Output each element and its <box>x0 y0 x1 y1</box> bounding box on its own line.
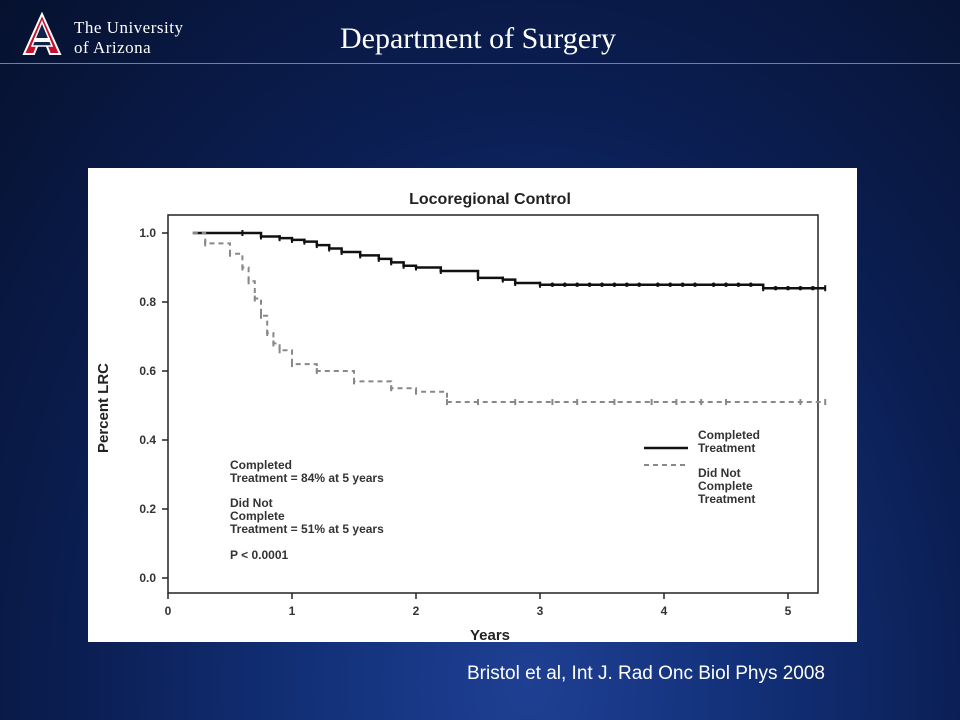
chart-title: Locoregional Control <box>409 191 571 208</box>
censor-dot-completed <box>550 282 555 287</box>
censor-dot-completed <box>575 282 580 287</box>
header-divider <box>0 63 960 64</box>
x-tick-label: 0 <box>165 604 172 618</box>
annotation-not-completed-value: Treatment = 51% at 5 years <box>230 522 384 536</box>
censor-dot-completed <box>562 282 567 287</box>
censor-dot-completed <box>798 286 803 291</box>
censor-dot-completed <box>748 282 753 287</box>
x-tick-label: 3 <box>537 604 544 618</box>
x-tick-label: 2 <box>413 604 420 618</box>
y-tick-label: 0.8 <box>139 295 156 309</box>
legend-not-completed-line1: Did Not <box>698 466 741 480</box>
censor-dot-completed <box>624 282 629 287</box>
x-tick-label: 1 <box>289 604 296 618</box>
x-tick-label: 5 <box>785 604 792 618</box>
censor-dot-completed <box>810 286 815 291</box>
y-tick-label: 0.2 <box>139 502 156 516</box>
block-a-icon <box>22 12 62 55</box>
censor-dot-completed <box>637 282 642 287</box>
annotation-did-not: Did Not <box>230 496 273 510</box>
chart-panel: Locoregional Control Percent LRC Years 0… <box>88 168 857 644</box>
plot-frame <box>167 214 819 594</box>
censor-dot-completed <box>773 286 778 291</box>
censor-dot-completed <box>711 282 716 287</box>
y-tick-label: 1.0 <box>139 226 156 240</box>
legend-not-completed-line2: Complete <box>698 479 753 493</box>
x-axis-label: Years <box>470 627 510 642</box>
censor-dot-completed <box>723 282 729 287</box>
page-title: Department of Surgery <box>340 22 617 55</box>
annotation-p-value: P < 0.0001 <box>230 548 288 562</box>
y-tick-label: 0.0 <box>139 571 156 585</box>
header: The University of Arizona Department of … <box>0 0 960 64</box>
censor-dot-completed <box>587 282 592 287</box>
series-line-not-completed <box>192 232 826 404</box>
censor-dot-completed <box>692 282 698 287</box>
censor-dot-completed <box>680 282 685 287</box>
chart-legend: Completed Treatment Did Not Complete Tre… <box>644 428 760 506</box>
censor-dot-completed <box>785 286 791 291</box>
censor-dot-completed <box>599 282 605 287</box>
censor-dot-completed <box>655 282 660 287</box>
legend-completed-line2: Treatment <box>698 441 755 455</box>
annotation-completed: Completed <box>230 458 292 472</box>
y-tick-label: 0.4 <box>139 433 156 447</box>
legend-completed-line1: Completed <box>698 428 760 442</box>
annotation-complete: Complete <box>230 509 285 523</box>
censor-dot-completed <box>736 282 741 287</box>
stats-annotation: Completed Treatment = 84% at 5 years Did… <box>230 458 384 562</box>
censor-dot-completed <box>668 282 673 287</box>
y-tick-label: 0.6 <box>139 364 156 378</box>
lrc-chart: Locoregional Control Percent LRC Years 0… <box>95 191 827 644</box>
x-tick-label: 4 <box>661 604 668 618</box>
logo-line-2: of Arizona <box>74 38 152 57</box>
series-line-completed <box>192 231 826 290</box>
citation: Bristol et al, Int J. Rad Onc Biol Phys … <box>467 663 826 684</box>
annotation-completed-value: Treatment = 84% at 5 years <box>230 471 384 485</box>
censor-dot-completed <box>612 282 617 287</box>
university-logo[interactable]: The University of Arizona <box>22 12 212 60</box>
logo-line-1: The University <box>74 18 184 37</box>
y-axis-label: Percent LRC <box>95 363 112 453</box>
legend-not-completed-line3: Treatment <box>698 492 755 506</box>
